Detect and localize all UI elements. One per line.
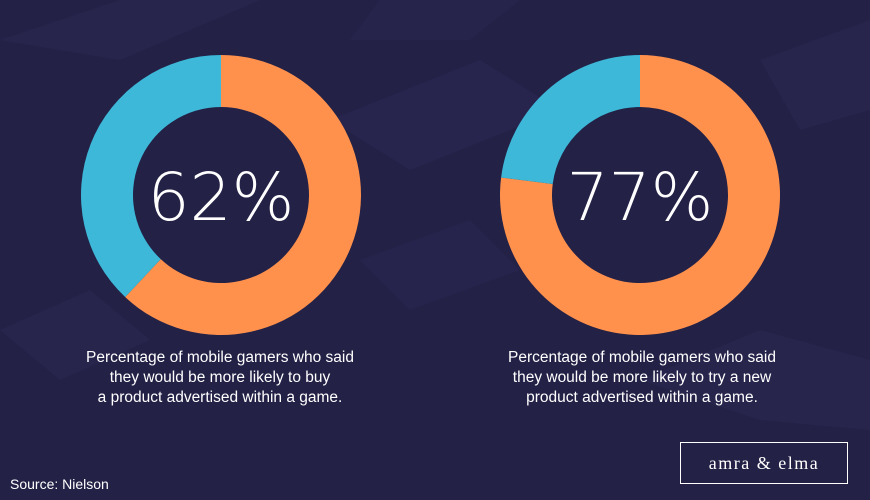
source-text: Source: Nielson <box>10 476 109 492</box>
caption-left: Percentage of mobile gamers who said the… <box>86 349 354 406</box>
donut-1-slice-2 <box>81 54 221 298</box>
donut-2-slice-2 <box>501 54 640 184</box>
donut-2-center-label: 77% <box>567 159 714 236</box>
logo-text: amra & elma <box>708 452 820 473</box>
donut-2-slice-1 <box>500 55 781 335</box>
brand-logo: amra & elma <box>680 442 848 484</box>
donut-1-slice-1 <box>125 55 362 335</box>
donut-1-center-label: 62% <box>148 159 295 236</box>
caption-right: Percentage of mobile gamers who said the… <box>508 349 776 406</box>
